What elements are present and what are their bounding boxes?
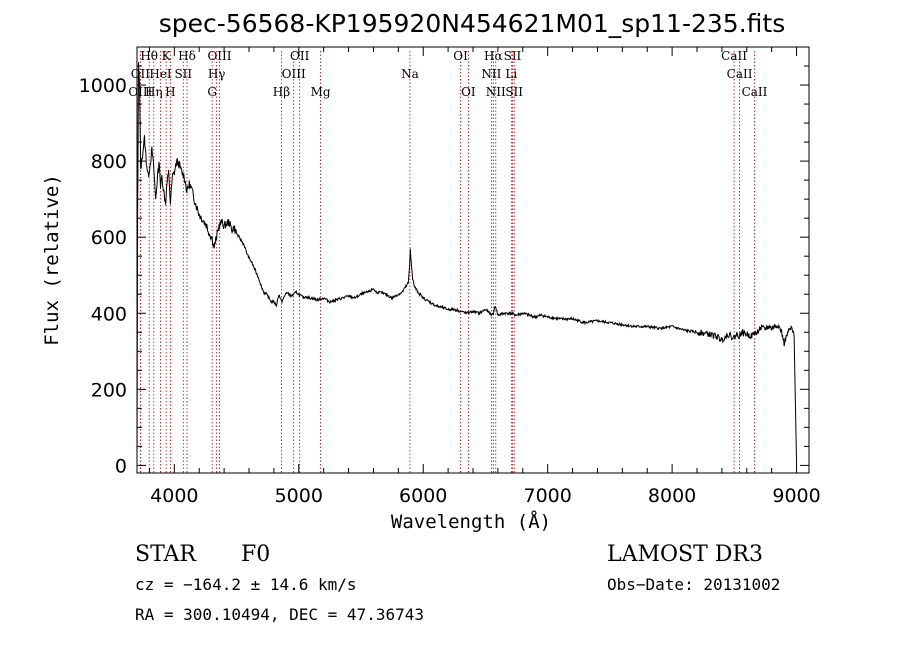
marker-label: Mg <box>311 85 331 99</box>
y-tick-label: 200 <box>91 379 127 401</box>
y-axis-ticks: 0 200 400 600 800 1000 <box>79 65 809 477</box>
x-tick-label: 8000 <box>648 485 696 507</box>
marker-label: K <box>162 49 172 63</box>
marker-label: SII <box>505 85 523 99</box>
x-axis-label: Wavelength (Å) <box>391 510 551 533</box>
y-tick-label: 1000 <box>79 75 127 97</box>
marker-label: OI <box>453 49 468 63</box>
ra-dec: RA = 300.10494, DEC = 47.36743 <box>135 605 424 624</box>
marker-label: Hα <box>484 49 503 63</box>
obs-date: Obs−Date: 20131002 <box>607 575 780 594</box>
marker-label: CaII <box>727 67 753 81</box>
y-tick-label: 400 <box>91 303 127 325</box>
y-axis-label: Flux (relative) <box>41 174 63 346</box>
marker-label: NII <box>481 67 501 81</box>
y-tick-label: 600 <box>91 227 127 249</box>
marker-label: OII <box>290 49 310 63</box>
marker-label: Hη <box>145 85 163 99</box>
marker-label: CaII <box>742 85 768 99</box>
marker-label: Li <box>505 67 517 81</box>
survey-name: LAMOST DR3 <box>607 542 763 567</box>
marker-label: NII <box>486 85 506 99</box>
marker-label: OIII <box>282 67 306 81</box>
plot-frame <box>136 46 810 474</box>
chart-title: spec-56568-KP195920N454621M01_sp11-235.f… <box>159 9 785 38</box>
x-axis-ticks: 4000 5000 6000 7000 8000 9000 <box>148 47 821 507</box>
object-class: STAR <box>135 542 197 567</box>
marker-label: CaII <box>721 49 747 63</box>
x-tick-label: 5000 <box>275 485 323 507</box>
flux-series-line <box>136 62 798 470</box>
marker-label: OI <box>461 85 476 99</box>
marker-label: SII <box>174 67 192 81</box>
marker-label: H <box>165 85 175 99</box>
marker-label: OIII <box>128 85 152 99</box>
marker-label: Hδ <box>178 49 196 63</box>
x-tick-label: 9000 <box>772 485 820 507</box>
marker-label: G <box>207 85 217 99</box>
y-tick-label: 800 <box>91 151 127 173</box>
x-tick-label: 6000 <box>399 485 447 507</box>
marker-label: Hβ <box>273 85 290 99</box>
x-tick-label: 4000 <box>150 485 198 507</box>
marker-label: OIII <box>207 49 231 63</box>
x-tick-label: 7000 <box>523 485 571 507</box>
marker-label: SII <box>504 49 522 63</box>
cz-value: cz = −164.2 ± 14.6 km/s <box>135 575 357 594</box>
marker-label: OII <box>131 67 151 81</box>
marker-label: HeI <box>149 67 172 81</box>
object-subclass: F0 <box>241 542 270 567</box>
marker-label: Na <box>401 67 419 81</box>
marker-label: Hγ <box>208 67 226 81</box>
y-tick-label: 0 <box>115 455 127 477</box>
